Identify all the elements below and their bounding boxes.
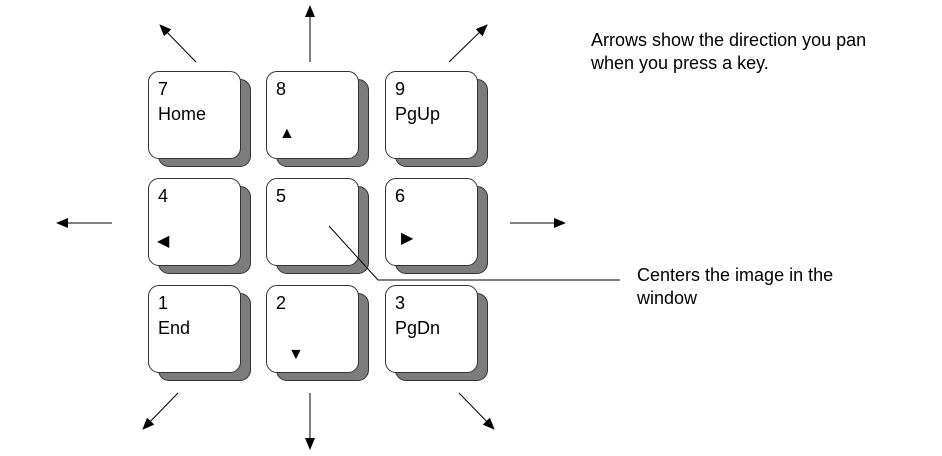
pan-arrow-down-right-icon xyxy=(458,392,495,430)
key-7: 7 Home xyxy=(148,71,251,167)
arrows-explanation-line-2: when you press a key. xyxy=(591,53,769,73)
key-number: 7 xyxy=(158,79,169,99)
key-number: 3 xyxy=(395,293,406,313)
key-number: 9 xyxy=(395,79,406,99)
key-number: 4 xyxy=(158,186,169,206)
key-4: 4 ◀ xyxy=(148,178,251,274)
key-number: 2 xyxy=(276,293,287,313)
pan-arrow-down-left-icon xyxy=(142,392,179,430)
left-triangle-icon: ◀ xyxy=(157,233,170,250)
key-number: 1 xyxy=(158,293,169,313)
pan-arrow-up-left-icon xyxy=(159,24,197,63)
key-label: PgDn xyxy=(395,318,441,338)
key-8: 8 ▲ xyxy=(266,71,369,167)
pan-arrow-up-right-icon xyxy=(448,24,488,63)
down-triangle-icon: ▼ xyxy=(288,346,304,363)
key-6: 6 ▶ xyxy=(385,178,488,274)
key-9: 9 PgUp xyxy=(385,71,488,167)
arrows-explanation-line-1: Arrows show the direction you pan xyxy=(591,30,867,50)
right-triangle-icon: ▶ xyxy=(401,230,414,247)
key-number: 5 xyxy=(276,186,287,206)
key-label: End xyxy=(158,318,191,338)
key-number: 6 xyxy=(395,186,406,206)
key-3: 3 PgDn xyxy=(385,285,488,381)
key-1: 1 End xyxy=(148,285,251,381)
key-number: 8 xyxy=(276,79,287,99)
arrows-explanation: Arrows show the direction you pan when y… xyxy=(591,29,866,75)
key-label: Home xyxy=(158,104,207,124)
key-5: 5 xyxy=(266,178,369,274)
center-callout-line-2: window xyxy=(637,288,698,308)
key-2: 2 ▼ xyxy=(266,285,369,381)
center-callout-text: Centers the image in the window xyxy=(637,264,833,310)
key-label: PgUp xyxy=(395,104,441,124)
up-triangle-icon: ▲ xyxy=(279,125,295,142)
center-callout-line-1: Centers the image in the xyxy=(637,265,834,285)
